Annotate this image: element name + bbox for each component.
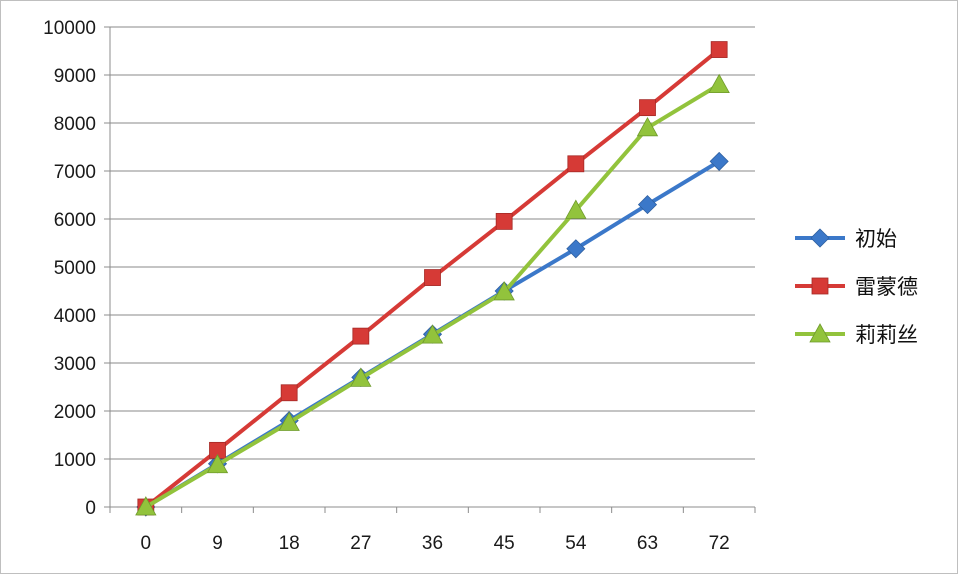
triangle-marker — [809, 323, 831, 343]
triangle-marker — [206, 453, 229, 474]
x-axis: 0 9 18 27 36 45 54 63 72 — [109, 507, 756, 554]
x-tick-label: 18 — [279, 533, 300, 554]
series-line — [143, 82, 722, 509]
y-tick-label: 10000 — [43, 18, 96, 39]
legend-label: 雷蒙德 — [855, 275, 918, 299]
square-marker — [639, 99, 656, 117]
diamond-marker — [709, 151, 729, 171]
triangle-marker — [350, 367, 372, 387]
y-tick-label: 4000 — [54, 306, 96, 327]
triangle-marker — [565, 199, 587, 219]
y-tick-label: 2000 — [54, 402, 96, 423]
triangle-marker — [708, 73, 730, 93]
legend-item: 初始 — [795, 227, 897, 251]
diamond-marker — [810, 228, 830, 248]
legend-item: 莉莉丝 — [795, 323, 918, 347]
diamond-marker — [637, 195, 658, 215]
triangle-marker — [493, 281, 515, 301]
square-marker — [424, 269, 441, 286]
square-marker — [811, 277, 829, 295]
y-tick-label: 3000 — [54, 354, 96, 375]
triangle-marker — [421, 324, 444, 344]
y-axis: 0 1000 2000 3000 4000 5000 6000 7000 8000 9000 100… — [43, 18, 111, 519]
series-1 — [137, 41, 728, 516]
square-marker — [710, 41, 728, 58]
y-tick-label: 7000 — [54, 162, 96, 183]
x-tick-label: 72 — [709, 533, 730, 554]
y-tick-label: 6000 — [54, 210, 96, 231]
x-tick-label: 63 — [637, 533, 658, 554]
x-tick-label: 54 — [565, 533, 587, 554]
diamond-marker — [566, 239, 586, 259]
y-tick-label: 0 — [85, 498, 96, 519]
legend-label: 莉莉丝 — [855, 323, 918, 347]
x-tick-label: 45 — [494, 533, 515, 554]
y-tick-label: 5000 — [54, 258, 96, 279]
y-tick-label: 8000 — [54, 114, 96, 135]
triangle-marker — [278, 411, 300, 431]
square-marker — [352, 327, 370, 345]
triangle-marker — [135, 496, 157, 516]
square-marker — [567, 155, 585, 173]
x-tick-label: 0 — [141, 533, 152, 554]
triangle-marker — [636, 116, 659, 137]
x-tick-label: 36 — [422, 533, 443, 554]
legend-label: 初始 — [855, 227, 897, 251]
x-tick-label: 27 — [350, 533, 371, 554]
series-layer — [135, 41, 730, 517]
series-2 — [135, 73, 730, 516]
y-tick-label: 1000 — [54, 450, 96, 471]
x-tick-label: 9 — [212, 533, 223, 554]
square-marker — [495, 212, 513, 230]
square-marker — [280, 384, 298, 402]
y-tick-label: 9000 — [54, 66, 96, 87]
legend-item: 雷蒙德 — [795, 275, 918, 299]
